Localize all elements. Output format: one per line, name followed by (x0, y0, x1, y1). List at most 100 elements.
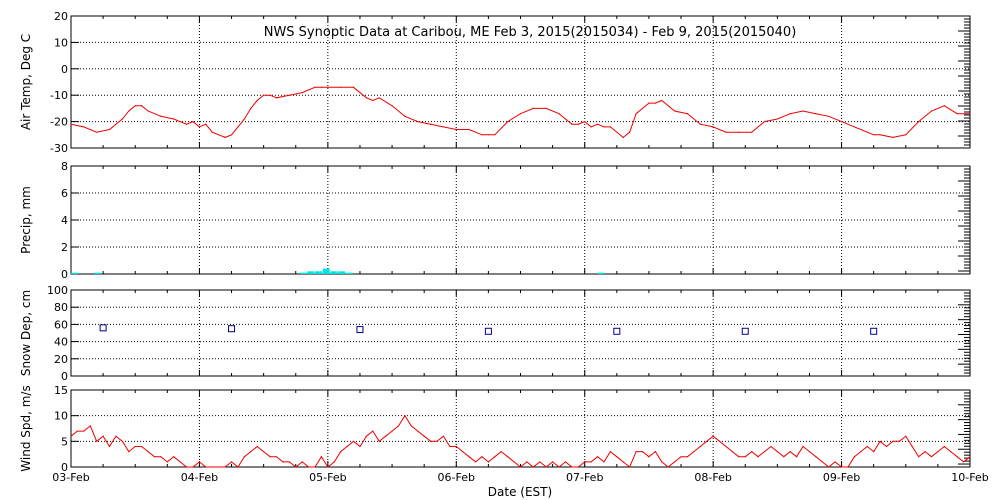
air_temp-point (378, 97, 380, 99)
wind-point (892, 440, 894, 442)
air_temp-point (391, 105, 393, 107)
snow-depth-marker (356, 326, 364, 334)
precip-bar (330, 271, 338, 274)
wind-point (160, 456, 162, 458)
axis-ticks (70, 15, 971, 468)
air_temp-point (738, 131, 740, 133)
air_temp-point (108, 128, 111, 131)
snow-depth-marker (870, 327, 878, 335)
air_temp-point (243, 118, 245, 120)
air_temp-point (596, 123, 599, 125)
wind-point (237, 466, 239, 468)
precip-bar (322, 268, 330, 274)
air_temp-point (314, 86, 316, 88)
wind-point (198, 461, 201, 463)
y-axis-label-snow_depth: Snow Dep, cm (19, 290, 33, 376)
wind-point (230, 461, 233, 463)
precip-bar (94, 272, 102, 274)
wind-point (911, 445, 913, 448)
wind-point (442, 435, 445, 437)
ytick-label-snow_depth: 100 (47, 284, 68, 297)
air_temp-point (340, 86, 342, 88)
air_temp-point (160, 115, 162, 117)
precip-bar (345, 272, 353, 274)
wind-point (307, 466, 310, 468)
air_temp-point (442, 126, 445, 128)
wind-point (340, 451, 342, 453)
xtick-label: 03-Feb (52, 471, 89, 484)
air_temp-point (564, 118, 567, 120)
xtick-label: 09-Feb (823, 471, 860, 484)
wind-point (571, 466, 573, 468)
wind-point (564, 461, 567, 463)
y-axis-label-air_temp: Air Temp, Deg C (19, 34, 33, 130)
wind-point (250, 451, 252, 453)
wind-point (744, 456, 746, 458)
wind-point (314, 466, 316, 468)
air_temp-point (815, 113, 817, 115)
air_temp-point (494, 134, 496, 136)
wind-point (661, 461, 663, 463)
wind-point (70, 435, 72, 437)
air_temp-point (918, 121, 920, 123)
wind-point (808, 451, 811, 453)
ytick-label-precip: 2 (61, 241, 68, 254)
wind-point (853, 456, 856, 458)
air_temp-point (352, 86, 355, 88)
wind-point (494, 456, 496, 458)
wind-point (455, 445, 457, 448)
wind-point (905, 435, 907, 437)
ytick-label-precip: 6 (61, 187, 68, 200)
wind-point (680, 456, 682, 458)
air_temp-point (686, 113, 689, 115)
wind-point (275, 456, 278, 458)
snow-depth-marker (484, 327, 492, 335)
air_temp-point (609, 126, 612, 128)
air_temp-point (237, 126, 239, 128)
air_temp-point (969, 113, 971, 115)
wind-point (108, 445, 111, 448)
air_temp-point (134, 105, 136, 107)
air_temp-point (455, 128, 457, 131)
air_temp-point (802, 110, 804, 112)
wind-point (378, 440, 380, 442)
ytick-label-snow_depth: 40 (54, 336, 68, 349)
air_temp-point (468, 128, 470, 131)
ytick-label-air_temp: 10 (54, 36, 68, 49)
air_temp-point (230, 134, 233, 136)
air_temp-point (866, 131, 868, 133)
air_temp-point (372, 99, 374, 102)
precip-bar (338, 271, 346, 274)
wind-point (153, 456, 156, 458)
plot-series (70, 86, 971, 468)
air_temp-point (930, 110, 933, 112)
air_temp-point (327, 86, 329, 88)
wind-point (584, 461, 586, 463)
panel-frame-snow_depth (70, 289, 971, 377)
y-axis-label-wind: Wind Spd, m/s (19, 385, 33, 471)
air_temp-point (725, 131, 727, 133)
wind-point (789, 451, 791, 453)
wind-point (603, 461, 605, 463)
wind-point (128, 451, 130, 453)
wind-point (256, 445, 258, 448)
wind-point (500, 451, 502, 453)
wind-point (83, 430, 85, 432)
wind-point (397, 425, 400, 427)
air_temp-point (256, 99, 258, 102)
ytick-label-snow_depth: 20 (54, 353, 68, 366)
snow-depth-marker (613, 327, 621, 335)
wind-point (121, 440, 123, 442)
air_temp-point (404, 115, 406, 117)
wind-point (609, 451, 612, 453)
air_temp-point (532, 107, 534, 109)
wind-point (539, 461, 541, 463)
wind-point (898, 440, 900, 442)
wind-point (860, 451, 862, 453)
wind-point (449, 445, 451, 448)
precip-bar (299, 272, 307, 274)
air_temp-point (96, 131, 98, 133)
wind-point (507, 456, 509, 458)
wind-point (635, 451, 637, 453)
wind-point (211, 466, 213, 468)
